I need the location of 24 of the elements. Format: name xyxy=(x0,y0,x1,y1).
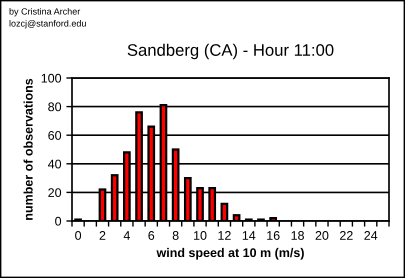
x-tick-label: 14 xyxy=(242,231,256,240)
x-tick-label: 2 xyxy=(100,231,106,240)
x-tick-label: 16 xyxy=(267,231,280,240)
y-tick-label: 80 xyxy=(48,102,62,112)
y-tick-label: 0 xyxy=(55,216,62,226)
y-tick-label: 40 xyxy=(48,160,62,168)
y-tick-label: 100 xyxy=(42,74,62,83)
chart-title: Sandberg (CA) - Hour 11:00 xyxy=(128,44,334,60)
y-axis-title: number of observations xyxy=(24,78,33,220)
y-tick-label: 60 xyxy=(48,131,62,140)
x-tick-label: 10 xyxy=(194,231,206,240)
x-tick-label: 4 xyxy=(124,231,130,240)
x-tick-label: 18 xyxy=(292,231,304,240)
text: by Cristina Archer xyxy=(10,8,80,16)
x-tick-label: 6 xyxy=(148,231,154,240)
x-tick-label: 8 xyxy=(172,231,179,240)
x-axis-title: wind speed at 10 m (m/s) xyxy=(156,248,304,260)
x-tick-label: 12 xyxy=(218,231,231,240)
x-tick-label: 24 xyxy=(364,231,378,240)
x-tick-label: 22 xyxy=(340,231,353,240)
text: lozcj@stanford.edu xyxy=(10,20,86,28)
x-tick-label: 0 xyxy=(75,231,82,240)
y-tick-label: 20 xyxy=(48,188,62,198)
x-tick-label: 20 xyxy=(316,231,328,240)
